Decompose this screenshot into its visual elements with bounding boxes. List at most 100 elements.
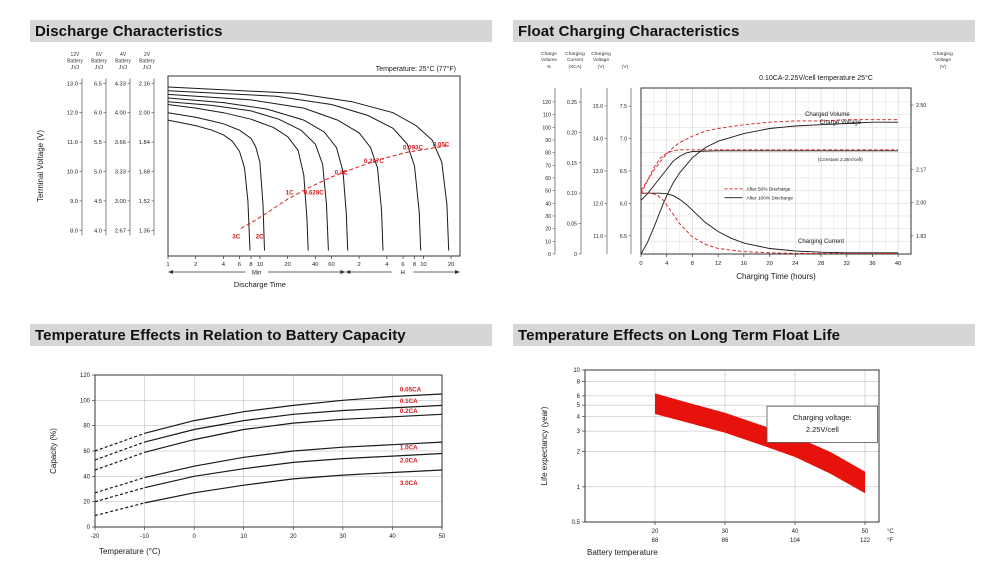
x-tick-fahrenheit: 104 <box>790 538 801 544</box>
rate-label: 0.093C <box>403 144 423 151</box>
section-header-temp-capacity: Temperature Effects in Relation to Batte… <box>30 324 492 346</box>
y-tick-label: 40 <box>545 201 551 207</box>
section-discharge: Discharge Characteristics 12V Battery JVJ 1… <box>30 20 492 296</box>
y-tick-label: 12.0 <box>593 202 603 208</box>
y-tick-label: 80 <box>545 151 551 157</box>
capacity-curve-label: 0.1CA <box>400 398 418 405</box>
capacity-curve-0.1CA <box>144 404 443 443</box>
x-segment-label: Min <box>252 270 262 276</box>
y-tick-label: 0.10 <box>567 191 577 197</box>
x-tick-label: -10 <box>140 534 149 540</box>
y-tick-label: 13.0 <box>67 81 78 87</box>
y-tick-label: 90 <box>545 138 551 144</box>
y-tick-label: 1.36 <box>139 228 150 234</box>
axis-header: Voltage <box>935 57 951 63</box>
y-tick-label: 0.5 <box>572 520 581 526</box>
y-tick-label: 6.5 <box>94 81 102 87</box>
temperature-note: Temperature: 25°C (77°F) <box>376 65 456 73</box>
x-tick-label: 20 <box>448 262 454 268</box>
y-tick-label: 2 <box>577 450 581 456</box>
x-tick-label: 60 <box>328 262 334 268</box>
y-tick-label: 15.0 <box>593 104 603 110</box>
y-tick-label: 11.0 <box>593 234 603 240</box>
x-tick-label: 2 <box>358 262 361 268</box>
x-tick-label: 0 <box>192 534 196 540</box>
x-tick-label: 20 <box>290 534 297 540</box>
y-tick-label: 6.5 <box>620 169 627 175</box>
y-tick-label: 4.5 <box>94 199 102 205</box>
y-tick-label: 5.5 <box>94 140 102 146</box>
y-tick-label: 3.66 <box>115 140 126 146</box>
legend-label: After 50% Discharge <box>746 187 790 193</box>
celsius-unit-label: °C <box>887 529 894 535</box>
temp-capacity-chart: -20 -10 0 10 20 30 40 50 0 20 40 60 80 100 120 0.05CA 0.… <box>30 350 492 562</box>
series-charging-current-100 <box>641 192 899 254</box>
capacity-curve-label: 1.0CA <box>400 445 418 452</box>
section-float-life: Temperature Effects on Long Term Float L… <box>513 324 975 562</box>
y-tick-label: 13.0 <box>593 169 603 175</box>
capacity-curve-1.0CA <box>144 441 443 479</box>
y-tick-label: 8 <box>577 379 581 385</box>
y-tick-label: 10.0 <box>67 170 78 176</box>
y-tick-label: 4.0 <box>94 228 102 234</box>
axis-column-header: Battery <box>67 59 83 65</box>
condition-note: 0.10CA-2.25V/cell temperature 25°C <box>759 74 873 82</box>
discharge-chart: 12V Battery JVJ 13.0 12.0 11.0 10.0 9.0 8.0 6V Bat… <box>30 46 492 296</box>
y-tick-label: 10 <box>573 368 580 374</box>
x-tick-label: 50 <box>439 534 446 540</box>
y-tick-label: 100 <box>542 125 551 131</box>
y-tick-label: 100 <box>80 398 91 404</box>
section-float-charging: Float Charging Characteristics Charge Vol… <box>513 20 975 296</box>
x-tick-label: 4 <box>665 261 669 267</box>
y-tick-label: 3.00 <box>115 199 126 205</box>
x-tick-celsius: 20 <box>652 529 659 535</box>
axis-header: Current <box>567 57 584 63</box>
discharge-curve-2C <box>167 112 265 251</box>
axis-column-header: JVJ <box>143 65 152 71</box>
y-tick-label: 5 <box>577 403 581 409</box>
y-tick-label: 14.0 <box>593 136 603 142</box>
y-tick-label: 7.0 <box>620 137 627 143</box>
section-header-float-life: Temperature Effects on Long Term Float L… <box>513 324 975 346</box>
axis-column-header: JVJ <box>71 65 80 71</box>
capacity-curve-0.2CA <box>144 413 443 453</box>
y-tick-label: 0 <box>574 252 577 258</box>
y-tick-label: 12.0 <box>67 111 78 117</box>
x-tick-label: 32 <box>843 261 849 267</box>
y-tick-label: 4.00 <box>115 111 126 117</box>
capacity-curve-dashed-2.0CA <box>94 487 145 503</box>
y-tick-label: 1.52 <box>139 199 150 205</box>
rate-label: 0.4C <box>335 169 349 176</box>
annotation: Charge Voltage <box>820 120 862 126</box>
capacity-curve-dashed-0.05CA <box>94 432 145 452</box>
y-tick-label: 0 <box>548 252 551 258</box>
x-tick-label: 2 <box>194 262 197 268</box>
x-axis-title: Battery temperature <box>587 548 658 557</box>
y-tick-label: 0.05 <box>567 222 577 228</box>
y-tick-label: 20 <box>83 500 90 506</box>
discharge-curve-0.628C <box>167 101 329 251</box>
x-tick-label: 4 <box>385 262 389 268</box>
capacity-curve-label: 0.2CA <box>400 408 418 415</box>
y-tick-label: 2.00 <box>139 111 150 117</box>
axis-header: Charging <box>933 51 953 57</box>
y-tick-label: 7.5 <box>620 104 627 110</box>
x-tick-label: 12 <box>715 261 721 267</box>
axis-column-header: 12V <box>71 52 81 58</box>
x-tick-fahrenheit: 86 <box>722 538 729 544</box>
y-tick-label: 80 <box>83 424 90 430</box>
y-tick-label: 0.25 <box>567 100 577 106</box>
y-tick-label: 50 <box>545 189 551 195</box>
capacity-curve-0.05CA <box>144 393 443 434</box>
x-tick-fahrenheit: 122 <box>860 538 871 544</box>
axis-header: Voltage <box>593 57 609 63</box>
annotation: Charged Volume <box>805 112 850 118</box>
annotation: (Constant 2.25V/cell) <box>818 157 863 163</box>
x-tick-label: 28 <box>818 261 824 267</box>
y-tick-label: 1 <box>577 485 581 491</box>
x-tick-label: 30 <box>340 534 347 540</box>
y-tick-label: 120 <box>542 100 551 106</box>
y-tick-label: 2.67 <box>115 228 126 234</box>
series-charging-current-50 <box>641 192 899 254</box>
